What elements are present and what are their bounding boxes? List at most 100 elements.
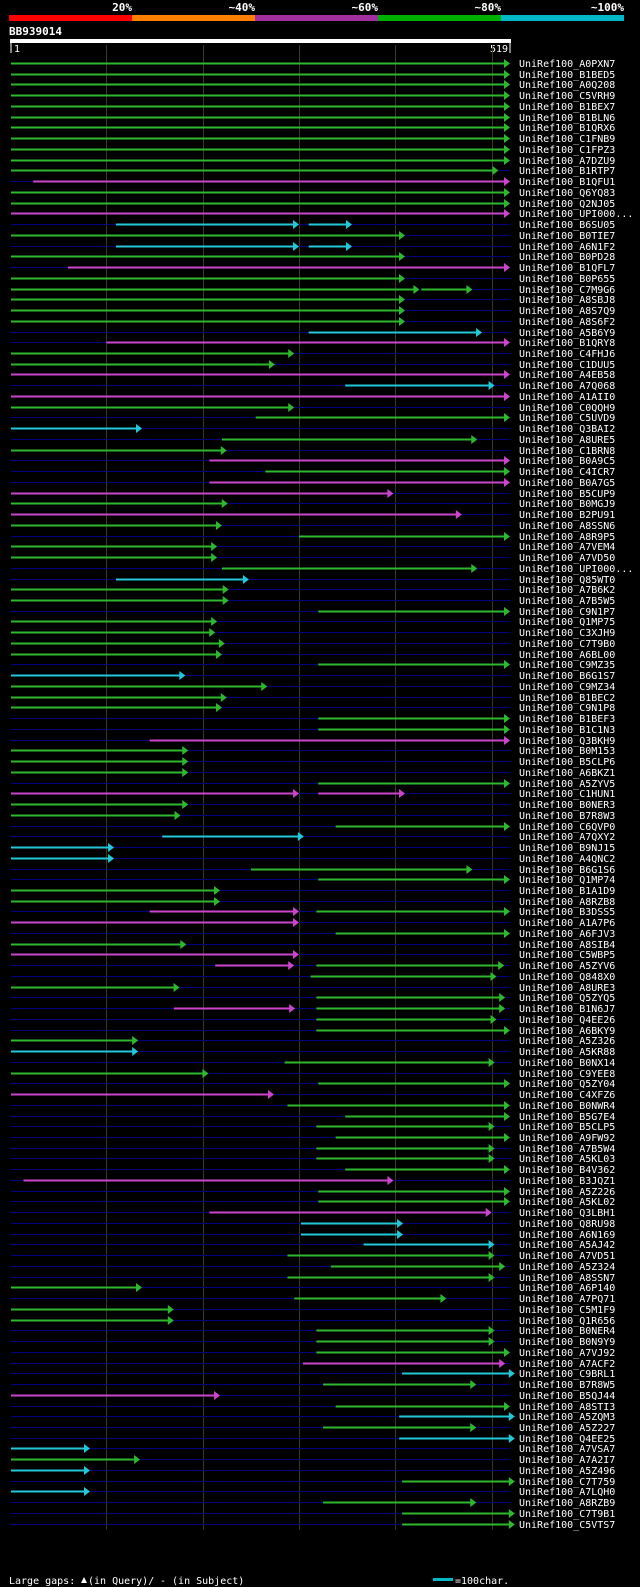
hit-row[interactable]: UniRef100_C3XJH9 bbox=[11, 628, 615, 639]
hit-row[interactable]: UniRef100_Q4EE25 bbox=[11, 1434, 615, 1445]
hit-row[interactable]: UniRef100_A0PXN7 bbox=[11, 59, 615, 70]
hit-row[interactable]: UniRef100_A6BKZ1 bbox=[11, 768, 615, 779]
hit-row[interactable]: UniRef100_C7M9G6 bbox=[11, 285, 615, 296]
hit-row[interactable]: UniRef100_A7PQ71 bbox=[11, 1294, 615, 1305]
hit-row[interactable]: UniRef100_A7QXY2 bbox=[11, 832, 615, 843]
hit-row[interactable]: UniRef100_A7ACF2 bbox=[11, 1359, 615, 1370]
hit-row[interactable]: UniRef100_A5Z326 bbox=[11, 1036, 615, 1047]
hit-row[interactable]: UniRef100_A5KL02 bbox=[11, 1197, 615, 1208]
hit-row[interactable]: UniRef100_B1RTP7 bbox=[11, 166, 615, 177]
hit-row[interactable]: UniRef100_A8S7Q9 bbox=[11, 306, 615, 317]
hit-row[interactable]: UniRef100_C1DUU5 bbox=[11, 360, 615, 371]
hit-row[interactable]: UniRef100_C5M1F9 bbox=[11, 1305, 615, 1316]
hit-row[interactable]: UniRef100_A7B6K2 bbox=[11, 585, 615, 596]
hit-row[interactable]: UniRef100_C7T759 bbox=[11, 1477, 615, 1488]
hit-row[interactable]: UniRef100_B0TIE7 bbox=[11, 231, 615, 242]
hit-row[interactable]: UniRef100_B0A7G5 bbox=[11, 478, 615, 489]
hit-row[interactable]: UniRef100_A8S6F2 bbox=[11, 317, 615, 328]
hit-row[interactable]: UniRef100_A8R9P5 bbox=[11, 532, 615, 543]
hit-row[interactable]: UniRef100_B3DSS5 bbox=[11, 907, 615, 918]
hit-row[interactable]: UniRef100_A5KR88 bbox=[11, 1047, 615, 1058]
hit-row[interactable]: UniRef100_A0Q208 bbox=[11, 80, 615, 91]
hit-row[interactable]: UniRef100_B4V362 bbox=[11, 1165, 615, 1176]
hit-row[interactable]: UniRef100_B6G1S6 bbox=[11, 865, 615, 876]
hit-row[interactable]: UniRef100_Q8RU98 bbox=[11, 1219, 615, 1230]
hit-row[interactable]: UniRef100_B5G7E4 bbox=[11, 1112, 615, 1123]
hit-row[interactable]: UniRef100_C5WBP5 bbox=[11, 950, 615, 961]
hit-row[interactable]: UniRef100_A4EB58 bbox=[11, 370, 615, 381]
hit-row[interactable]: UniRef100_A5AJ42 bbox=[11, 1240, 615, 1251]
hit-row[interactable]: UniRef100_B1QFU1 bbox=[11, 177, 615, 188]
hit-row[interactable]: UniRef100_Q848X0 bbox=[11, 972, 615, 983]
hit-row[interactable]: UniRef100_Q1MP74 bbox=[11, 875, 615, 886]
hit-row[interactable]: UniRef100_C1HUN1 bbox=[11, 789, 615, 800]
hit-row[interactable]: UniRef100_B5CUP9 bbox=[11, 489, 615, 500]
hit-row[interactable]: UniRef100_B1QRX6 bbox=[11, 123, 615, 134]
hit-row[interactable]: UniRef100_A1AII0 bbox=[11, 392, 615, 403]
hit-row[interactable]: UniRef100_A5ZYV5 bbox=[11, 779, 615, 790]
hit-row[interactable]: UniRef100_A8RZB8 bbox=[11, 897, 615, 908]
hit-row[interactable]: UniRef100_B0NER4 bbox=[11, 1326, 615, 1337]
hit-row[interactable]: UniRef100_C4FHJ6 bbox=[11, 349, 615, 360]
hit-row[interactable]: UniRef100_B0NX14 bbox=[11, 1058, 615, 1069]
hit-row[interactable]: UniRef100_C5VTS7 bbox=[11, 1520, 615, 1531]
hit-row[interactable]: UniRef100_A8SSN7 bbox=[11, 1273, 615, 1284]
hit-row[interactable]: UniRef100_Q5ZYQ5 bbox=[11, 993, 615, 1004]
hit-row[interactable]: UniRef100_B7R8W5 bbox=[11, 1380, 615, 1391]
hit-row[interactable]: UniRef100_A5ZQM3 bbox=[11, 1412, 615, 1423]
hit-row[interactable]: UniRef100_A7VSA7 bbox=[11, 1444, 615, 1455]
hit-row[interactable]: UniRef100_B1BEF3 bbox=[11, 714, 615, 725]
hit-row[interactable]: UniRef100_A7B5W5 bbox=[11, 596, 615, 607]
hit-row[interactable]: UniRef100_B1BEC2 bbox=[11, 693, 615, 704]
hit-row[interactable]: UniRef100_UPI000... bbox=[11, 209, 633, 220]
hit-row[interactable]: UniRef100_B1BLN6 bbox=[11, 113, 615, 124]
hit-row[interactable]: UniRef100_A7VD50 bbox=[11, 553, 615, 564]
hit-row[interactable]: UniRef100_A5Z324 bbox=[11, 1262, 615, 1273]
hit-row[interactable]: UniRef100_UPI000... bbox=[11, 564, 633, 575]
hit-row[interactable]: UniRef100_A1A7P6 bbox=[11, 918, 615, 929]
hit-row[interactable]: UniRef100_B1BEX7 bbox=[11, 102, 615, 113]
hit-row[interactable]: UniRef100_A7Q068 bbox=[11, 381, 615, 392]
hit-row[interactable]: UniRef100_A6BL00 bbox=[11, 650, 615, 661]
hit-row[interactable]: UniRef100_C9N1P8 bbox=[11, 703, 615, 714]
hit-row[interactable]: UniRef100_C6QVP0 bbox=[11, 822, 615, 833]
hit-row[interactable]: UniRef100_A7VJ92 bbox=[11, 1348, 615, 1359]
hit-row[interactable]: UniRef100_A6N1F2 bbox=[11, 242, 615, 253]
hit-row[interactable]: UniRef100_B1QRY8 bbox=[11, 338, 615, 349]
hit-row[interactable]: UniRef100_A5B6Y9 bbox=[11, 328, 615, 339]
hit-row[interactable]: UniRef100_B5QJ44 bbox=[11, 1391, 615, 1402]
hit-row[interactable]: UniRef100_B3JQZ1 bbox=[11, 1176, 615, 1187]
hit-row[interactable]: UniRef100_C9MZ35 bbox=[11, 660, 615, 671]
hit-row[interactable]: UniRef100_B5CLP6 bbox=[11, 757, 615, 768]
hit-row[interactable]: UniRef100_B0MGJ9 bbox=[11, 499, 615, 510]
hit-row[interactable]: UniRef100_A5Z227 bbox=[11, 1423, 615, 1434]
hit-row[interactable]: UniRef100_B0P655 bbox=[11, 274, 615, 285]
hit-row[interactable]: UniRef100_B5CLP5 bbox=[11, 1122, 615, 1133]
hit-row[interactable]: UniRef100_A4QNC2 bbox=[11, 854, 615, 865]
hit-row[interactable]: UniRef100_A8SSN6 bbox=[11, 521, 615, 532]
hit-row[interactable]: UniRef100_A6P140 bbox=[11, 1283, 615, 1294]
hit-row[interactable]: UniRef100_B0NER3 bbox=[11, 800, 615, 811]
hit-row[interactable]: UniRef100_A9FW92 bbox=[11, 1133, 615, 1144]
hit-row[interactable]: UniRef100_C4ICR7 bbox=[11, 467, 615, 478]
hit-row[interactable]: UniRef100_A7A2I7 bbox=[11, 1455, 615, 1466]
hit-row[interactable]: UniRef100_C1FPZ3 bbox=[11, 145, 615, 156]
hit-row[interactable]: UniRef100_B0A9C5 bbox=[11, 456, 615, 467]
hit-row[interactable]: UniRef100_Q6YQ83 bbox=[11, 188, 615, 199]
hit-row[interactable]: UniRef100_B2PU91 bbox=[11, 510, 615, 521]
hit-row[interactable]: UniRef100_C1BRN8 bbox=[11, 446, 615, 457]
hit-row[interactable]: UniRef100_Q3BKH9 bbox=[11, 736, 615, 747]
hit-row[interactable]: UniRef100_A8STI3 bbox=[11, 1402, 615, 1413]
hit-row[interactable]: UniRef100_B0NWR4 bbox=[11, 1101, 615, 1112]
hit-row[interactable]: UniRef100_B1C1N3 bbox=[11, 725, 615, 736]
hit-row[interactable]: UniRef100_C4XFZ6 bbox=[11, 1090, 615, 1101]
hit-row[interactable]: UniRef100_A5ZYV6 bbox=[11, 961, 615, 972]
hit-row[interactable]: UniRef100_A5KL03 bbox=[11, 1154, 615, 1165]
hit-row[interactable]: UniRef100_C1FNB9 bbox=[11, 134, 615, 145]
hit-row[interactable]: UniRef100_A7VD51 bbox=[11, 1251, 615, 1262]
hit-row[interactable]: UniRef100_B1BED5 bbox=[11, 70, 615, 81]
hit-row[interactable]: UniRef100_A8SIB4 bbox=[11, 940, 615, 951]
hit-row[interactable]: UniRef100_C7T9B0 bbox=[11, 639, 615, 650]
hit-row[interactable]: UniRef100_Q1MP75 bbox=[11, 617, 615, 628]
hit-row[interactable]: UniRef100_A6FJV3 bbox=[11, 929, 615, 940]
